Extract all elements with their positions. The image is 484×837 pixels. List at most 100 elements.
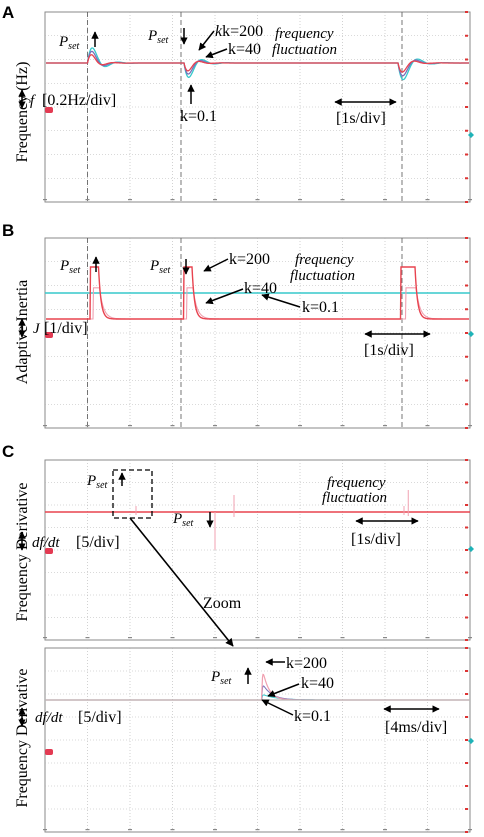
bottom-tick xyxy=(383,199,387,201)
bottom-tick xyxy=(383,637,387,639)
bottom-tick xyxy=(213,637,217,639)
trace-k200 xyxy=(46,266,469,320)
right-tick xyxy=(465,808,468,810)
bottom-tick xyxy=(170,829,175,831)
right-tick xyxy=(465,571,468,574)
bottom-tick xyxy=(255,637,260,639)
svg-text:k=0.1: k=0.1 xyxy=(302,299,339,316)
svg-text:[1s/div]: [1s/div] xyxy=(351,531,401,548)
right-tick xyxy=(465,616,468,619)
bottom-tick xyxy=(340,425,345,427)
y-axis-label-c: Frequency Derivative xyxy=(14,482,31,621)
pset-up-label-d: Pset xyxy=(210,667,252,687)
svg-text:Zoom: Zoom xyxy=(203,595,242,612)
right-tick xyxy=(465,427,468,429)
fluct-line1-b: frequency xyxy=(295,252,354,268)
time-scale-d: [4ms/div] xyxy=(383,705,447,736)
zoom-box xyxy=(112,469,153,519)
bottom-tick xyxy=(213,829,217,831)
panel-c: C Frequency Derivative Pset Pset frequen… xyxy=(2,442,474,647)
ticks-c xyxy=(43,459,474,641)
bottom-tick xyxy=(43,637,47,639)
level-marker-left xyxy=(45,548,53,554)
right-tick xyxy=(465,693,468,695)
fluct-line1-a: frequency xyxy=(275,26,334,42)
bottom-tick xyxy=(468,829,472,831)
bottom-tick xyxy=(85,829,90,831)
right-tick xyxy=(465,260,468,263)
y-axis-label-d: Frequency Derivative xyxy=(14,668,31,807)
y-scale-d: df/dt [5/div] xyxy=(18,707,122,727)
fluct-line2-b: fluctuation xyxy=(290,268,355,284)
traces-c xyxy=(45,490,470,550)
svg-text:k=0.1: k=0.1 xyxy=(180,108,217,125)
svg-text:f: f xyxy=(30,93,36,109)
right-tick xyxy=(465,129,468,132)
svg-text:Pset: Pset xyxy=(149,258,171,276)
level-marker-left xyxy=(45,107,53,113)
right-tick xyxy=(465,459,468,461)
bottom-tick xyxy=(468,425,472,427)
bottom-tick xyxy=(128,637,132,639)
svg-text:[5/div]: [5/div] xyxy=(76,534,120,551)
zoom-arrow: Zoom xyxy=(129,517,242,647)
svg-text:k=40: k=40 xyxy=(244,280,277,297)
y-scale-b: J [1/div] xyxy=(18,318,88,338)
fluct-line2-a: fluctuation xyxy=(272,42,337,58)
panel-letter-b: B xyxy=(2,221,14,240)
bottom-tick xyxy=(128,199,132,201)
bottom-tick xyxy=(298,199,302,201)
bottom-tick xyxy=(170,425,175,427)
bottom-tick xyxy=(170,637,175,639)
right-tick xyxy=(465,237,468,239)
trace-k200 xyxy=(46,54,469,73)
svg-text:[1s/div]: [1s/div] xyxy=(336,110,386,127)
bottom-tick xyxy=(383,425,387,427)
panel-d: Frequency Derivative Pset k=200 k=40 k=0… xyxy=(14,647,474,833)
level-marker-right xyxy=(468,546,474,552)
y-scale-a: f [0.2Hz/div] xyxy=(18,89,116,109)
grid-c xyxy=(45,460,470,640)
bottom-tick xyxy=(298,637,302,639)
fluct-line2-c: fluctuation xyxy=(322,490,387,506)
right-tick xyxy=(465,504,468,506)
svg-text:kk=200: kk=200 xyxy=(215,23,263,40)
right-tick xyxy=(465,549,468,551)
level-marker-right xyxy=(468,132,474,138)
traces-a xyxy=(46,47,469,81)
right-tick xyxy=(465,647,468,649)
traces-b xyxy=(45,266,470,320)
time-scale-b: [1s/div] xyxy=(364,330,431,359)
right-tick xyxy=(465,762,468,764)
time-scale-a: [1s/div] xyxy=(334,98,397,127)
bottom-tick xyxy=(255,829,260,831)
right-tick xyxy=(465,739,468,741)
bottom-tick xyxy=(43,829,47,831)
bottom-tick xyxy=(340,829,345,831)
pset-up-label-a: Pset xyxy=(58,31,99,52)
bottom-tick xyxy=(43,425,47,427)
panel-a: A Frequency (Hz) Pset Pset kk=200 k=40 k… xyxy=(2,3,474,203)
pset-down-label-b: Pset xyxy=(149,258,190,276)
svg-text:k=40: k=40 xyxy=(228,41,261,58)
svg-text:Pset: Pset xyxy=(147,28,169,46)
svg-text:k=0.1: k=0.1 xyxy=(294,708,331,725)
level-marker-left xyxy=(45,332,53,338)
bottom-tick xyxy=(425,425,430,427)
right-tick xyxy=(465,379,468,382)
svg-text:k=40: k=40 xyxy=(301,675,334,692)
bottom-tick xyxy=(425,829,430,831)
level-marker-right xyxy=(468,331,474,337)
right-tick xyxy=(465,355,468,358)
svg-text:J: J xyxy=(33,321,41,337)
k01-label-b: k=0.1 xyxy=(261,293,339,316)
pset-up-label-c: Pset xyxy=(86,472,126,491)
right-tick xyxy=(465,177,468,180)
bottom-tick xyxy=(170,199,175,201)
traces-d xyxy=(45,673,470,701)
bottom-tick xyxy=(43,199,47,201)
panel-b: B Adaptive Inertia Pset Pset k=200 k=40 … xyxy=(2,221,474,429)
svg-text:df/dt: df/dt xyxy=(32,535,60,551)
k200-label-a: kk=200 xyxy=(198,23,263,51)
